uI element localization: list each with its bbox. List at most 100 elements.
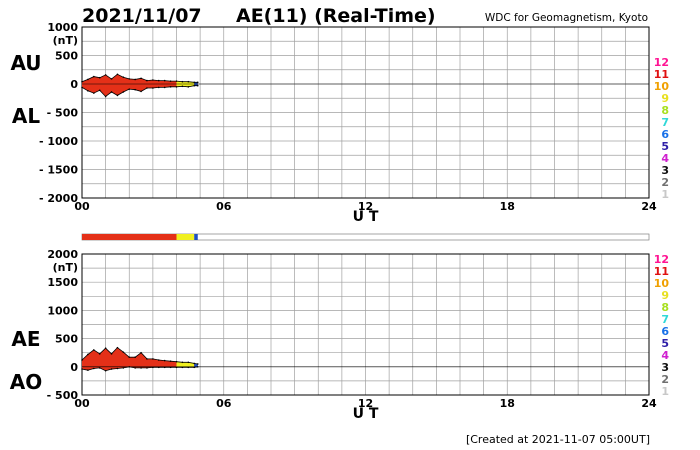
level-legend-item: 3 xyxy=(661,361,669,374)
level-legend-item: 9 xyxy=(661,92,669,105)
data-point-al xyxy=(196,84,199,87)
level-legend-item: 4 xyxy=(661,349,669,362)
data-point-al xyxy=(181,85,184,88)
x-tick-label: 06 xyxy=(216,200,232,213)
data-point-al xyxy=(81,86,83,89)
x-axis-label: U T xyxy=(353,406,379,422)
level-legend-item: 2 xyxy=(661,176,669,189)
data-point-al xyxy=(193,84,196,87)
plot-frame xyxy=(81,253,650,396)
level-legend-item: 10 xyxy=(654,80,670,93)
data-point-au xyxy=(152,79,154,81)
data-point-ae xyxy=(93,349,95,351)
series-label-ae: AE xyxy=(11,327,40,351)
data-point-ao xyxy=(122,367,125,369)
data-point-al xyxy=(116,94,119,97)
data-point-au xyxy=(187,80,190,83)
level-legend-item: 9 xyxy=(661,289,669,302)
data-point-ae xyxy=(175,360,178,363)
data-point-ae xyxy=(98,353,101,355)
data-point-au xyxy=(169,80,172,82)
level-legend-item: 8 xyxy=(661,301,669,314)
data-point-al xyxy=(163,86,166,89)
data-point-ao xyxy=(104,369,107,372)
y-tick-label: 0 xyxy=(70,361,78,374)
data-point-au xyxy=(110,78,113,80)
level-legend-item: 2 xyxy=(661,373,669,386)
data-point-ae xyxy=(163,359,166,362)
series-label-ao: AO xyxy=(10,370,42,394)
data-point-au xyxy=(181,80,184,83)
recent-segment-fill xyxy=(176,361,195,368)
y-tick-label: - 1000 xyxy=(39,135,78,148)
x-tick-label: 24 xyxy=(641,397,657,410)
data-point-al xyxy=(169,86,172,88)
plot-frame xyxy=(81,26,650,199)
y-axis-unit: (nT) xyxy=(53,261,78,274)
data-point-ae xyxy=(81,359,83,361)
date-title: 2021/11/07 xyxy=(82,5,202,27)
data-point-au xyxy=(146,79,148,82)
data-point-al xyxy=(93,92,95,94)
activity-bar-segment xyxy=(176,234,195,240)
level-legend-item: 6 xyxy=(661,128,669,141)
data-point-al xyxy=(157,86,160,89)
x-tick-label: 12 xyxy=(358,200,373,213)
data-point-au xyxy=(87,78,89,81)
data-point-al xyxy=(87,90,89,92)
data-point-ae xyxy=(110,353,113,355)
data-point-al xyxy=(152,87,154,89)
data-point-al xyxy=(175,86,178,88)
data-point-ao xyxy=(87,369,89,371)
data-point-al xyxy=(146,87,148,89)
x-tick-label: 00 xyxy=(74,200,90,213)
data-point-ao xyxy=(81,368,83,370)
data-point-ae xyxy=(122,351,125,353)
level-legend-item: 7 xyxy=(661,116,669,129)
y-tick-label: - 500 xyxy=(47,107,79,120)
x-tick-label: 12 xyxy=(358,397,373,410)
source-label: WDC for Geomagnetism, Kyoto xyxy=(485,12,648,24)
level-legend-item: 5 xyxy=(661,140,669,153)
data-point-ae xyxy=(196,363,199,365)
data-point-au xyxy=(122,76,125,78)
data-point-ae xyxy=(146,358,148,360)
data-point-al xyxy=(122,91,125,93)
data-point-ao xyxy=(140,367,142,369)
data-point-au xyxy=(98,76,101,79)
x-tick-label: 00 xyxy=(74,397,90,410)
y-tick-label: 1000 xyxy=(47,304,78,317)
data-point-ao xyxy=(93,367,95,370)
level-legend-item: 12 xyxy=(654,253,669,266)
data-point-al xyxy=(110,91,113,93)
x-axis-label: U T xyxy=(353,209,379,225)
level-legend-item: 3 xyxy=(661,164,669,177)
x-tick-label: 18 xyxy=(500,200,515,213)
y-tick-label: 500 xyxy=(55,50,78,63)
x-tick-label: 18 xyxy=(500,397,515,410)
data-point-ae xyxy=(157,359,160,361)
data-point-ao xyxy=(110,368,113,370)
data-point-ae xyxy=(169,360,172,362)
y-axis-unit: (nT) xyxy=(53,34,78,47)
envelope-fill xyxy=(82,74,198,97)
data-point-ao xyxy=(98,367,101,369)
series-label-au: AU xyxy=(10,51,41,75)
data-point-au xyxy=(81,80,83,83)
level-legend-item: 10 xyxy=(654,277,670,290)
data-point-ae xyxy=(104,347,107,349)
x-tick-label: 06 xyxy=(216,397,232,410)
y-tick-label: 2000 xyxy=(47,248,78,261)
y-tick-label: - 1500 xyxy=(39,164,78,177)
y-tick-label: 0 xyxy=(70,78,78,91)
data-point-ae xyxy=(116,346,119,349)
recent-segment-fill xyxy=(194,363,198,368)
data-point-au xyxy=(134,78,136,81)
activity-bar-segment xyxy=(82,234,177,240)
panel-au-al: 1000 500 0 - 500 - 1000 - 1500 - 2000 (nT) 00 06 1… xyxy=(10,21,669,225)
data-point-al xyxy=(134,88,136,91)
data-point-ae xyxy=(187,361,190,364)
data-point-au xyxy=(104,74,107,76)
